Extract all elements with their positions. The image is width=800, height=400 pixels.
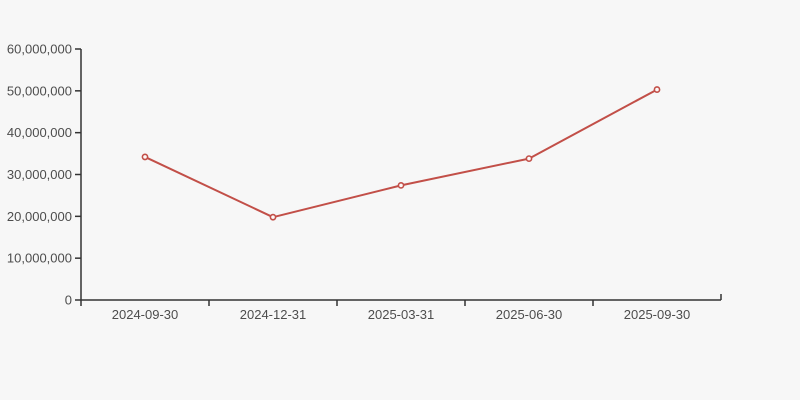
x-axis-tick-label: 2025-09-30 [624,307,691,322]
x-axis-tick-label: 2024-12-31 [240,307,307,322]
data-point-marker[interactable] [525,155,533,163]
data-point-marker[interactable] [269,213,277,221]
x-axis-tick-label: 2025-03-31 [368,307,435,322]
series-path [144,88,658,219]
y-axis-tick-label: 20,000,000 [7,209,72,224]
data-point-marker[interactable] [141,153,149,161]
series-line [141,86,661,221]
x-axis-tick-label: 2024-09-30 [112,307,179,322]
data-point-marker[interactable] [653,86,661,93]
data-point-marker[interactable] [397,181,405,189]
y-axis: 0 10,000,000 20,000,000 30,000,000 40,000,00… [7,42,82,308]
y-axis-tick-label: 10,000,000 [7,251,72,266]
y-axis-tick-label: 40,000,000 [7,125,72,140]
y-axis-tick-label: 0 [65,293,72,308]
x-axis: 2024-09-30 2024-12-31 2025-03-31 2025-06-30… [80,294,722,322]
y-axis-tick-label: 50,000,000 [7,83,72,98]
x-axis-tick-label: 2025-06-30 [496,307,563,322]
y-axis-tick-label: 60,000,000 [7,42,72,57]
y-axis-tick-label: 30,000,000 [7,167,72,182]
